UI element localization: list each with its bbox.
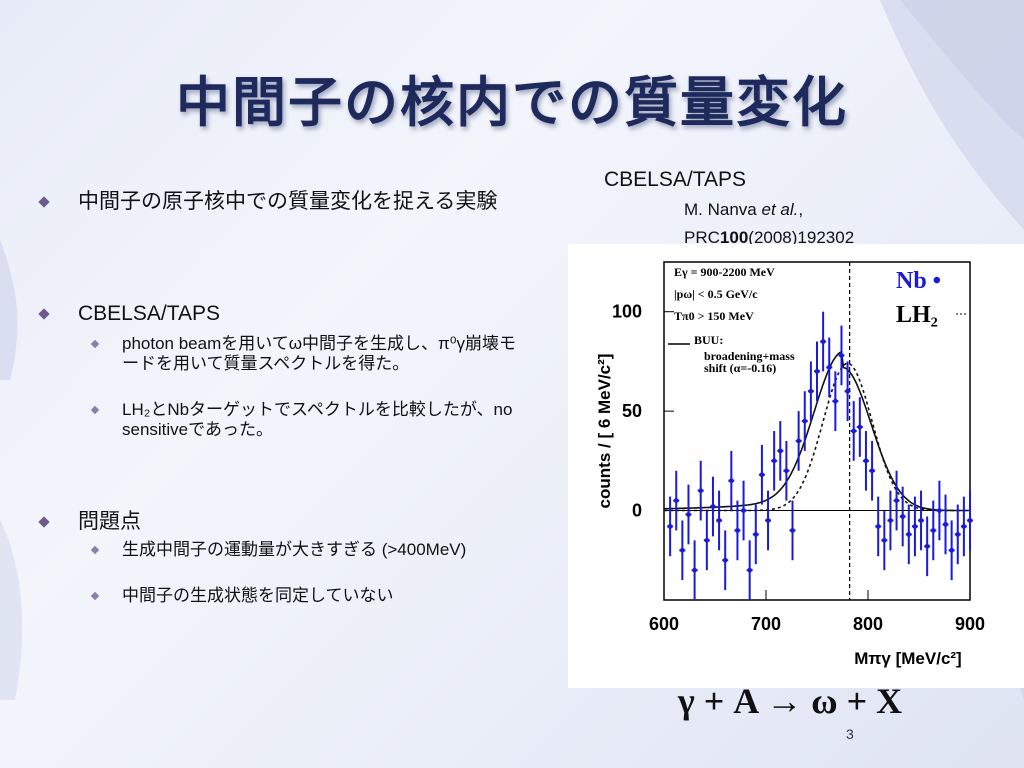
data-point (845, 388, 850, 394)
data-point (937, 508, 942, 513)
data-point (808, 388, 814, 394)
data-point (961, 524, 967, 529)
data-point (673, 498, 679, 503)
data-point (857, 424, 863, 430)
data-point (912, 524, 918, 529)
buu-desc: shift (α=-0.16) (704, 361, 776, 375)
data-point (667, 524, 673, 529)
x-tick-label: 900 (955, 614, 985, 634)
bullet-text: 中間子の原子核中での質量変化を捉える実験 (78, 190, 498, 213)
data-point (894, 498, 899, 503)
legend-nb: Nb • (896, 268, 941, 294)
cut-label: Tπ0 > 150 MeV (674, 309, 754, 323)
page-number: 3 (846, 726, 854, 742)
sub-bullet-text: photon beamを用いてω中間子を生成し、π⁰γ崩壊モードを用いて質量スペ… (122, 334, 517, 373)
bullet-text: CBELSA/TAPS (78, 302, 220, 325)
y-tick-label: 100 (612, 302, 642, 322)
data-point (802, 418, 808, 424)
data-point (814, 368, 820, 374)
data-point (875, 524, 881, 529)
data-point (728, 478, 734, 484)
data-point (906, 531, 912, 537)
y-tick-label: 0 (632, 501, 642, 521)
data-point (784, 468, 789, 474)
legend-lh2: LH₂ (896, 302, 938, 328)
reference-author-name: M. Nanva (684, 200, 757, 219)
data-point (716, 518, 722, 523)
x-tick-label: 800 (853, 614, 883, 634)
data-point (698, 488, 704, 494)
data-point (943, 522, 948, 527)
data-point (710, 504, 716, 509)
data-point (967, 518, 973, 523)
data-point (771, 458, 777, 464)
y-tick-label: 50 (622, 401, 642, 421)
spectrum-figure: 600 700 800 900 0 50 100 counts / [ 6 MeV/c²] Mπ… (568, 244, 1024, 688)
reference-authors: M. Nanva et al., (684, 200, 803, 220)
data-point (753, 531, 759, 537)
x-tick-label: 700 (751, 614, 781, 634)
data-point (686, 512, 691, 517)
sub-bullet-text: 生成中間子の運動量が大きすぎる (>400MeV) (122, 540, 467, 559)
buu-desc: broadening+mass (704, 349, 795, 363)
x-axis-label: Mπγ [MeV/c²] (854, 649, 961, 668)
x-tick-label: 600 (649, 614, 679, 634)
data-point (735, 528, 740, 533)
data-point (863, 458, 869, 464)
reference-citation: PRC100(2008)192302 (684, 228, 854, 248)
data-point (900, 514, 906, 519)
reaction-equation: γ + A → ω + X (677, 681, 903, 721)
data-point (930, 528, 936, 533)
data-point (704, 537, 710, 543)
cut-label: |pω| < 0.5 GeV/c (674, 287, 758, 301)
sub-bullet-text: 中間子の生成状態を同定していない (122, 586, 394, 605)
y-axis-label: counts / [ 6 MeV/c²] (595, 354, 614, 509)
sub-bullet-text: LH₂とNbターゲットでスペクトルを比較したが、no sensitiveであった… (122, 400, 513, 439)
bullet-text: 問題点 (78, 510, 141, 533)
data-point (881, 537, 887, 543)
data-point (851, 428, 857, 434)
data-point (777, 448, 783, 454)
data-point (924, 543, 930, 549)
lh2-curve (664, 362, 970, 512)
data-point (747, 567, 753, 573)
data-point (741, 508, 746, 513)
data-point (888, 518, 893, 523)
data-point (759, 472, 765, 478)
buu-label: BUU: (694, 333, 723, 347)
reference-journal: PRC (684, 228, 720, 247)
data-point (832, 398, 838, 404)
data-point (692, 567, 697, 573)
data-point (918, 518, 924, 523)
data-point (820, 339, 826, 344)
data-point (722, 557, 728, 563)
data-point (790, 528, 795, 533)
data-point (869, 468, 875, 474)
reference-etal: et al. (761, 200, 799, 219)
data-point (826, 364, 832, 370)
reference-rest: (2008)192302 (748, 228, 855, 247)
data-point (796, 438, 802, 444)
data-point (949, 547, 955, 553)
mass-spectrum-chart: 600 700 800 900 0 50 100 counts / [ 6 MeV/c²] Mπ… (595, 261, 985, 668)
data-point (955, 531, 961, 537)
reference-experiment: CBELSA/TAPS (604, 168, 746, 191)
cut-label: Eγ = 900-2200 MeV (674, 265, 775, 279)
data-point (839, 353, 844, 358)
data-point (679, 547, 685, 553)
slide-title: 中間子の核内での質量変化 (176, 71, 848, 134)
data-point (765, 518, 771, 523)
reference-comma: , (798, 200, 804, 219)
plot-frame (663, 261, 971, 601)
reference-volume: 100 (719, 228, 749, 247)
